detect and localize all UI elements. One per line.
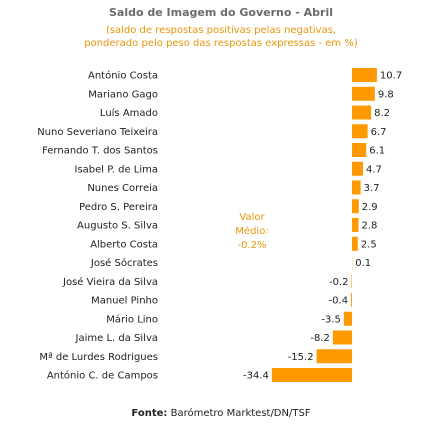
chart-subtitle-line-1: (saldo de respostas positivas pelas nega… [105,25,337,36]
bar [352,105,372,120]
value-label: 8.2 [374,108,390,119]
bar [352,143,367,157]
chart-title: Saldo de Imagem do Governo - Abril [108,6,333,19]
bar [352,236,358,251]
bar [352,68,377,82]
average-caption: Médio: [235,226,269,237]
value-label: 6.1 [369,146,385,157]
category-label: Alberto Costa [90,239,158,250]
bar [343,311,352,326]
category-label: Mª de Lurdes Rodrigues [39,352,158,363]
bar [332,330,352,345]
value-label: -0.2 [329,277,349,288]
value-label: 4.7 [366,164,382,175]
category-label: Mário Lino [106,313,158,325]
value-label: 2.8 [362,221,378,232]
value-label: 3.7 [364,183,380,194]
category-label: Jaime L. da Silva [75,333,158,344]
category-label: Fernando T. dos Santos [42,146,158,157]
value-label: -8.2 [310,333,330,344]
value-label: 0.1 [355,258,371,269]
bar [271,368,352,382]
category-label: Luís Amado [100,107,158,119]
source-text: Barómetro Marktest/DN/TSF [170,408,311,419]
category-label: Pedro S. Pereira [79,202,158,213]
value-label: 10.7 [380,71,402,82]
category-label: Manuel Pinho [91,296,158,307]
value-label: -3.5 [321,314,341,325]
value-label: -0.4 [329,296,349,307]
category-label: Augusto S. Silva [77,221,158,232]
source-label: Fonte: [131,408,168,419]
chart-subtitle-line-2: ponderado pelo peso das respostas expres… [84,38,358,49]
average-value: -0.2% [237,240,267,251]
category-label: António C. de Campos [47,370,158,382]
bar [351,293,352,307]
bar [352,161,363,176]
source-note: Fonte: Barómetro Marktest/DN/TSF [0,408,442,419]
category-label: Nuno Severiano Teixeira [37,127,158,138]
value-label: 9.8 [378,89,394,100]
value-label: -34.4 [243,371,269,382]
bar [352,124,368,139]
value-label: 2.5 [361,239,377,250]
category-label: Nunes Correia [87,183,158,194]
value-label: -15.2 [288,352,314,363]
bar [352,180,361,195]
category-label: Isabel P. de Lima [75,164,158,175]
average-label: Valor [239,212,265,223]
value-label: 2.9 [362,202,378,213]
category-label: António Costa [88,70,158,82]
bar [316,349,352,364]
bar [352,199,359,214]
category-label: Mariano Gago [88,89,158,100]
category-label: José Sócrates [90,257,158,269]
value-label: 6.7 [371,127,387,138]
category-label: José Vieira da Silva [62,276,158,288]
bar [352,218,359,232]
bar [352,86,375,101]
